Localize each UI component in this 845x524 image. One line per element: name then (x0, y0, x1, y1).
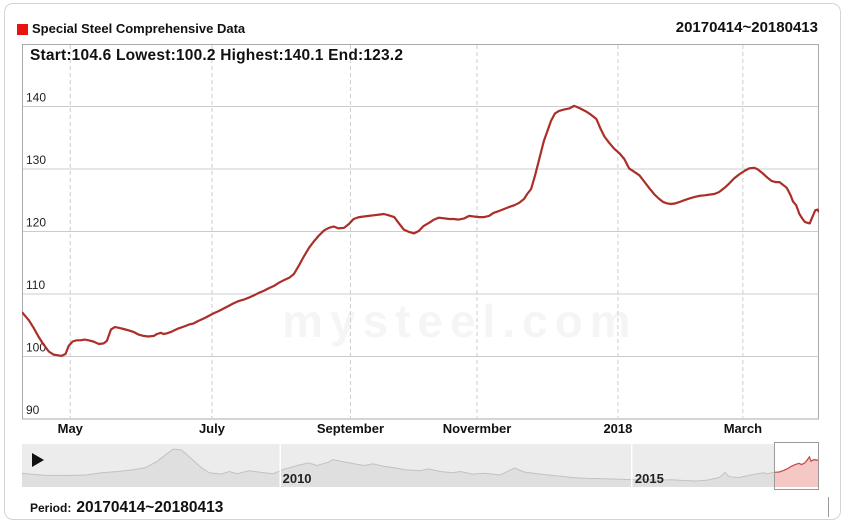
nav-year-label: 2010 (283, 471, 312, 486)
nav-year-label: 2015 (635, 471, 664, 486)
y-tick-label: 110 (26, 278, 45, 292)
legend-marker (17, 24, 28, 35)
period-row: Period: 20170414~20180413 (30, 499, 223, 517)
x-tick-label: May (58, 421, 84, 436)
watermark: mysteel.com (282, 295, 638, 347)
x-tick-label: July (199, 421, 226, 436)
x-tick-label: September (317, 421, 384, 436)
selection-window[interactable] (773, 442, 819, 490)
chart-title: Special Steel Comprehensive Data (32, 21, 246, 36)
x-tick-label: 2018 (603, 421, 632, 436)
range-navigator[interactable]: 2010 2015 (22, 442, 822, 490)
play-icon[interactable] (32, 453, 44, 467)
scroll-handle-line[interactable] (828, 497, 829, 517)
main-chart[interactable]: 90 100 110 120 130 140 May July September Novermb… (22, 44, 819, 438)
y-tick-label: 140 (26, 91, 46, 105)
period-label: Period: (30, 501, 72, 515)
stats-line: Start:104.6 Lowest:100.2 Highest:140.1 E… (30, 47, 404, 64)
nav-area (22, 449, 819, 487)
nav-selected-area (773, 456, 819, 487)
date-range: 20170414~20180413 (675, 19, 818, 36)
y-tick-label: 120 (26, 216, 46, 230)
price-line (22, 104, 819, 357)
nav-selected-line (773, 455, 819, 474)
y-tick-label: 90 (26, 403, 40, 417)
x-tick-label: Novermber (443, 421, 512, 436)
plot-border (22, 44, 819, 420)
x-tick-label: March (724, 421, 762, 436)
y-tick-label: 100 (26, 341, 46, 355)
y-tick-label: 130 (26, 153, 46, 167)
period-value: 20170414~20180413 (76, 499, 224, 516)
